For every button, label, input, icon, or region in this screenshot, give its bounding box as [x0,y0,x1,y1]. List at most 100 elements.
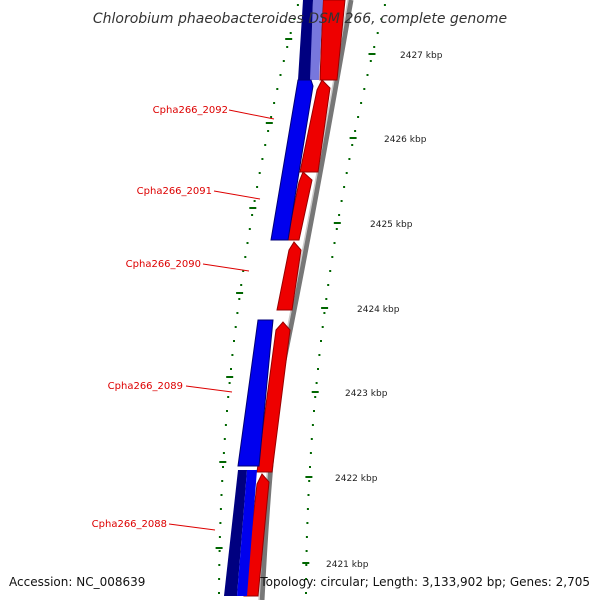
major-tick [302,562,310,564]
arc-dot [296,4,299,6]
gene-label[interactable]: Cpha266_2090 [126,259,201,270]
gene-arrow-forward[interactable] [319,0,346,81]
arc-dot [244,256,247,258]
arc-dot [282,60,285,62]
arc-dot [380,18,383,20]
arc-dot [314,396,317,398]
reverse-strand-genes [224,0,323,596]
arc-dot [230,368,232,370]
arc-dot [366,74,369,76]
gene-arrow-reverse[interactable] [270,79,314,241]
gene-arrow-reverse[interactable] [237,470,257,596]
arc-dot [218,550,221,552]
arc-dot [315,382,318,384]
gene-label-leaders [168,109,275,531]
gene-arrow-reverse-dark[interactable] [224,470,247,596]
scale-label: 2424 kbp [357,305,400,315]
arc-dot [308,480,311,482]
arc-dot [219,508,222,510]
arc-dot [331,256,334,258]
arc-dot [231,354,234,356]
arc-dot [219,522,222,524]
scale-dotted-arc [302,4,386,594]
arc-dot [227,396,230,398]
arc-dot [369,60,372,62]
arc-dot [236,312,239,314]
arc-dot [343,186,346,188]
map-title: Chlorobium phaeobacteroides DSM 266, com… [93,11,507,27]
gene-arrow-reverse-dark[interactable] [298,0,313,80]
major-tick [219,461,227,463]
arc-dot [360,102,363,104]
arc-dot [376,32,379,34]
major-tick [368,53,376,55]
arc-dot [305,550,308,552]
arc-dot [218,592,220,594]
arc-dot [248,228,251,230]
forward-strand-genes [243,0,346,597]
gene-label[interactable]: Cpha266_2089 [108,381,183,392]
arc-dot [223,438,226,440]
arc-dot [218,578,221,580]
arc-dot [329,270,332,272]
arc-dot [234,326,237,328]
major-tick [305,476,313,478]
arc-dot [253,200,256,202]
scale-label: 2421 kbp [326,560,369,570]
arc-dot [323,312,326,314]
arc-dot [311,424,314,426]
arc-dot [242,270,245,272]
major-tick [333,222,341,224]
major-tick [349,137,357,139]
genome-summary-text: Topology: circular; Length: 3,133,902 bp… [260,575,590,589]
major-tick [311,391,319,393]
major-tick [249,207,257,209]
arc-dot [222,452,225,454]
arc-dot [218,564,221,566]
gene-label[interactable]: Cpha266_2092 [153,105,228,116]
arc-dot [373,46,376,48]
gene-label[interactable]: Cpha266_2088 [92,519,167,530]
arc-dot [307,494,310,496]
major-tick [285,38,293,40]
arc-dot [293,18,296,20]
scale-label: 2426 kbp [384,135,427,145]
arc-dot [289,32,292,34]
major-tick [236,292,244,294]
gene-label[interactable]: Cpha266_2091 [137,186,212,197]
arc-dot [238,298,241,300]
gene-arrow-forward[interactable] [299,79,331,173]
arc-dot [220,494,223,496]
arc-dot [221,480,224,482]
arc-dot [218,536,221,538]
arc-dot [318,354,321,356]
arc-dot [327,284,330,286]
arc-dot [325,298,328,300]
arc-dot [273,102,276,104]
arc-dot [363,88,366,90]
arc-dot [286,46,289,48]
arc-dot [256,186,259,188]
scale-labels: 2427 kbp 2426 kbp 2425 kbp 2424 kbp 2423… [326,51,443,570]
gene-arrow-reverse[interactable] [237,319,274,467]
arc-dot [309,452,312,454]
arc-dot [348,158,351,160]
arc-dot [226,410,228,412]
gene-arrow-reverse-light[interactable] [310,0,323,80]
major-tick [265,122,273,124]
arc-dot [357,116,360,118]
arc-dot [305,592,307,594]
scale-label: 2423 kbp [345,389,388,399]
arc-dot [270,116,273,118]
arc-dot [228,382,231,384]
arc-dot [354,130,357,132]
arc-dot [246,242,249,244]
arc-dot [306,522,309,524]
arc-dot [224,424,227,426]
arc-dot [345,172,348,174]
arc-dot [261,158,264,160]
arc-dot [306,508,309,510]
scale-label: 2427 kbp [400,51,443,61]
arc-dot [333,242,336,244]
gene-arrow-forward[interactable] [276,241,302,311]
